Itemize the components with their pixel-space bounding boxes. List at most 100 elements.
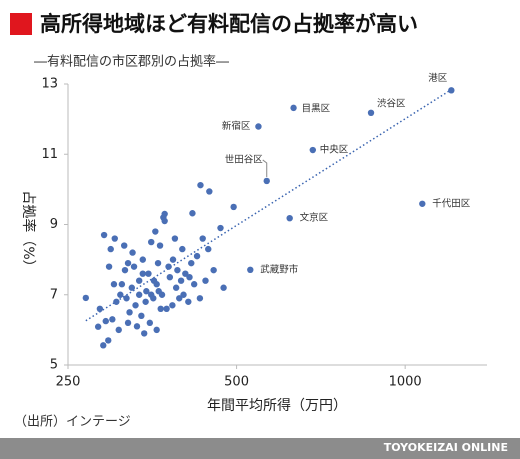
point xyxy=(145,270,152,277)
point xyxy=(177,277,185,284)
point xyxy=(132,302,139,309)
point xyxy=(169,256,177,263)
point xyxy=(263,177,270,185)
point xyxy=(220,284,227,291)
point xyxy=(121,242,128,249)
point xyxy=(117,291,124,298)
point-label: 目黒区 xyxy=(302,103,331,114)
point xyxy=(109,316,116,323)
point xyxy=(148,238,155,246)
point xyxy=(166,273,174,281)
point xyxy=(107,245,114,253)
point-label: 千代田区 xyxy=(432,198,471,209)
point xyxy=(148,291,155,298)
point xyxy=(130,263,138,270)
point xyxy=(255,123,262,130)
y-tick-label: 5 xyxy=(50,358,58,373)
y-tick-label: 7 xyxy=(50,287,58,302)
point xyxy=(171,235,179,242)
point xyxy=(161,217,168,225)
point xyxy=(139,256,146,263)
point xyxy=(111,235,118,242)
point xyxy=(154,259,162,267)
subtitle: ―有料配信の市区郡別の占拠率― xyxy=(34,54,229,70)
point xyxy=(155,288,162,295)
point xyxy=(210,266,217,274)
point-label: 文京区 xyxy=(300,212,329,224)
point xyxy=(163,305,170,312)
x-axis-label: 年間平均所得（万円） xyxy=(207,397,347,414)
point xyxy=(186,273,193,281)
point xyxy=(196,295,204,302)
y-tick-label: 13 xyxy=(41,77,58,92)
chart-title: 高所得地域ほど有料配信の占拠率が高い xyxy=(40,12,418,36)
point xyxy=(139,270,146,277)
footer-bar xyxy=(0,438,520,459)
point xyxy=(124,319,132,327)
point xyxy=(124,259,132,267)
point xyxy=(197,181,204,189)
x-tick-label: 1000 xyxy=(389,375,422,390)
point xyxy=(126,309,133,316)
point xyxy=(180,291,187,298)
leader-line xyxy=(262,159,268,177)
point-label: 中央区 xyxy=(320,144,349,156)
point xyxy=(94,323,102,330)
point xyxy=(110,281,118,288)
point xyxy=(290,104,297,112)
point xyxy=(115,326,122,334)
footer: TOYOKEIZAI ONLINE xyxy=(384,441,508,454)
point xyxy=(142,298,149,305)
point xyxy=(153,326,160,334)
point xyxy=(179,245,186,253)
trend-line xyxy=(85,87,454,322)
point xyxy=(143,288,150,295)
point xyxy=(247,266,254,274)
point xyxy=(96,305,104,312)
point xyxy=(199,235,206,242)
point xyxy=(138,312,145,320)
point xyxy=(448,87,455,94)
point xyxy=(161,210,168,218)
point xyxy=(169,302,176,309)
y-tick-label: 9 xyxy=(50,217,58,232)
point xyxy=(190,281,198,288)
point xyxy=(123,295,130,302)
point xyxy=(121,266,129,274)
point xyxy=(100,231,108,239)
point-label: 武蔵野市 xyxy=(260,263,299,275)
point xyxy=(102,317,109,325)
point xyxy=(206,188,213,195)
point-label: 世田谷区 xyxy=(225,153,264,165)
point xyxy=(156,242,164,249)
point xyxy=(367,109,375,117)
point xyxy=(182,270,189,277)
point xyxy=(152,228,159,235)
point xyxy=(193,252,201,260)
point xyxy=(150,277,158,284)
point xyxy=(141,330,148,337)
y-tick-label: 11 xyxy=(41,147,58,162)
point xyxy=(174,266,181,274)
point xyxy=(133,323,141,330)
point xyxy=(230,203,237,211)
point xyxy=(419,200,426,207)
point xyxy=(146,319,154,327)
point xyxy=(157,305,164,312)
x-tick-label: 500 xyxy=(224,375,249,390)
point xyxy=(185,298,192,305)
y-axis-label: 占拠率（%） xyxy=(20,190,37,273)
point xyxy=(100,342,107,349)
point xyxy=(105,263,113,270)
point xyxy=(172,284,180,291)
point xyxy=(135,277,143,284)
point-label: 渋谷区 xyxy=(377,97,406,109)
point xyxy=(129,249,136,256)
point xyxy=(165,263,172,270)
point xyxy=(135,291,143,298)
point-label: 新宿区 xyxy=(222,120,251,132)
point xyxy=(188,259,195,267)
point xyxy=(205,245,212,253)
point xyxy=(309,146,316,154)
title-marker xyxy=(10,13,32,35)
